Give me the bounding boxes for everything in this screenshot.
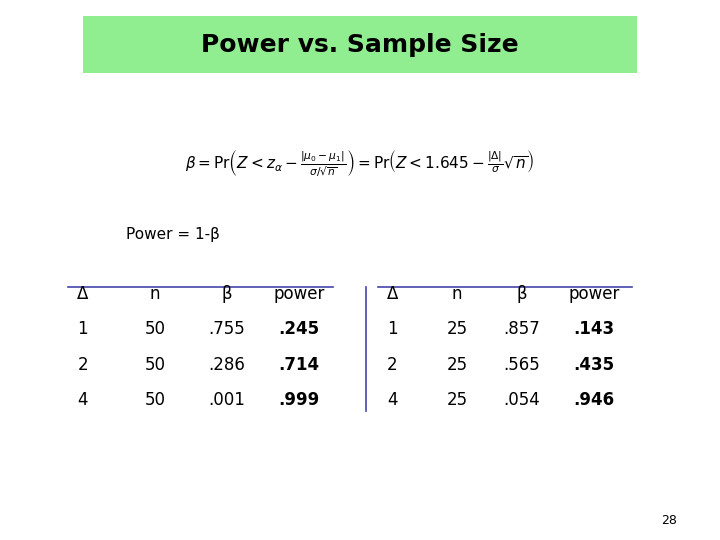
Text: 1: 1: [78, 320, 88, 339]
Text: 25: 25: [446, 355, 468, 374]
Text: $\beta = \mathrm{Pr}\left(Z < z_\alpha - \frac{|\mu_0 - \mu_1|}{\sigma/\sqrt{n}}: $\beta = \mathrm{Pr}\left(Z < z_\alpha -…: [185, 149, 535, 180]
Text: 25: 25: [446, 320, 468, 339]
Text: power: power: [568, 285, 620, 303]
Text: .714: .714: [278, 355, 320, 374]
Text: 1: 1: [387, 320, 397, 339]
Text: β: β: [517, 285, 527, 303]
Text: .857: .857: [503, 320, 541, 339]
Text: .001: .001: [208, 390, 246, 409]
Text: 25: 25: [446, 390, 468, 409]
Text: .245: .245: [278, 320, 320, 339]
Text: .435: .435: [573, 355, 615, 374]
Text: β: β: [222, 285, 232, 303]
Text: Δ: Δ: [387, 285, 398, 303]
Text: 2: 2: [387, 355, 397, 374]
Text: .143: .143: [573, 320, 615, 339]
Text: 50: 50: [144, 320, 166, 339]
Text: .054: .054: [503, 390, 541, 409]
Text: Power vs. Sample Size: Power vs. Sample Size: [201, 32, 519, 57]
Text: 50: 50: [144, 390, 166, 409]
Text: .999: .999: [278, 390, 320, 409]
Text: 2: 2: [78, 355, 88, 374]
Text: 4: 4: [78, 390, 88, 409]
Text: n: n: [150, 285, 160, 303]
Text: .946: .946: [573, 390, 615, 409]
Text: 28: 28: [661, 514, 677, 526]
Text: Power = 1-β: Power = 1-β: [126, 227, 220, 242]
Bar: [83, 16, 637, 73]
Text: .565: .565: [503, 355, 541, 374]
Text: 4: 4: [387, 390, 397, 409]
Text: n: n: [452, 285, 462, 303]
Text: Δ: Δ: [77, 285, 89, 303]
Text: .755: .755: [208, 320, 246, 339]
Text: power: power: [273, 285, 325, 303]
Text: 50: 50: [144, 355, 166, 374]
Text: .286: .286: [208, 355, 246, 374]
